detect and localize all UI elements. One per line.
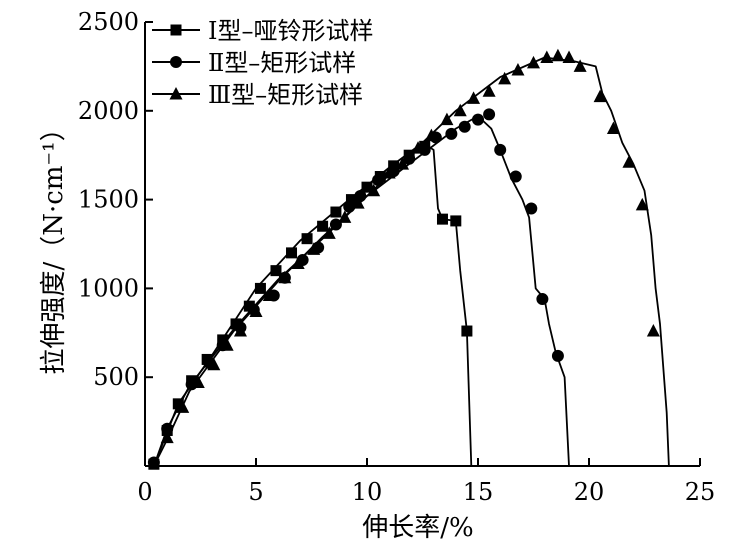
data-point-square	[317, 220, 329, 232]
data-point-triangle	[291, 256, 305, 270]
data-point-triangle	[646, 324, 660, 337]
data-point-triangle	[467, 91, 481, 104]
data-point-triangle	[367, 183, 381, 197]
data-point-circle	[472, 113, 484, 126]
x-tick-label: 20	[574, 478, 605, 506]
data-point-square	[254, 282, 266, 294]
data-point-triangle	[262, 288, 276, 302]
legend-label: Ⅱ型–矩形试样	[208, 49, 356, 77]
series-line	[153, 141, 473, 467]
legend-marker-square	[170, 24, 182, 36]
y-tick-label: 500	[93, 363, 139, 391]
data-point-square	[172, 398, 184, 410]
data-point-circle	[403, 152, 416, 165]
data-point-triangle	[396, 157, 410, 170]
data-point-triangle	[551, 48, 565, 62]
legend-label: Ⅰ型–哑铃形试样	[208, 17, 373, 45]
data-point-square	[270, 265, 282, 277]
x-tick-label: 5	[248, 478, 263, 506]
x-axis-title: 伸长率/%	[362, 513, 473, 543]
data-point-triangle	[249, 304, 263, 317]
data-point-circle	[525, 202, 538, 215]
data-point-triangle	[307, 242, 321, 255]
data-point-circle	[458, 120, 471, 133]
y-tick-label: 2000	[78, 97, 139, 125]
series-1	[148, 140, 473, 470]
data-point-square	[436, 213, 448, 225]
y-axis-title: 拉伸强度/（N·cm⁻¹）	[39, 115, 69, 374]
data-point-circle	[445, 127, 458, 140]
legend-entry-1: Ⅰ型–哑铃形试样	[152, 17, 373, 45]
x-tick-label: 15	[463, 478, 494, 506]
data-point-circle	[483, 108, 496, 121]
data-point-triangle	[453, 103, 467, 117]
series-layer	[147, 48, 670, 470]
data-point-triangle	[593, 89, 607, 103]
data-point-triangle	[176, 400, 190, 413]
data-point-triangle	[622, 155, 636, 168]
axes: 0 5 10 15 20 25 500 1000 1500 2000 2500	[78, 8, 715, 506]
data-point-triangle	[562, 50, 576, 64]
data-point-circle	[551, 349, 564, 362]
series-line	[153, 115, 570, 467]
legend-marker-triangle	[169, 87, 183, 100]
data-point-circle	[509, 170, 522, 183]
data-point-square	[286, 247, 298, 259]
data-point-triangle	[160, 430, 174, 444]
data-point-triangle	[540, 50, 554, 64]
x-tick-label: 10	[352, 478, 383, 506]
data-point-square	[330, 206, 342, 218]
data-point-triangle	[278, 270, 292, 284]
data-point-triangle	[207, 357, 221, 371]
y-tick-label: 1500	[78, 186, 139, 214]
data-point-triangle	[411, 141, 425, 154]
data-point-square	[461, 325, 473, 337]
data-point-triangle	[351, 196, 365, 209]
series-line	[153, 56, 670, 467]
data-point-triangle	[233, 324, 247, 337]
legend: Ⅰ型–哑铃形试样 Ⅱ型–矩形试样 Ⅲ型–矩形试样	[152, 17, 373, 109]
data-point-triangle	[440, 112, 454, 126]
data-point-triangle	[220, 338, 234, 351]
data-point-triangle	[606, 121, 620, 135]
series-2	[147, 108, 570, 469]
data-point-triangle	[191, 375, 205, 389]
x-tick-label: 0	[137, 478, 152, 506]
legend-marker-circle	[170, 56, 182, 68]
data-point-triangle	[482, 84, 496, 97]
y-tick-label: 1000	[78, 274, 139, 302]
data-point-circle	[536, 293, 549, 306]
data-point-triangle	[382, 165, 396, 179]
series-3	[153, 48, 670, 467]
legend-label: Ⅲ型–矩形试样	[208, 81, 363, 109]
data-point-square	[361, 181, 373, 193]
data-point-square	[345, 194, 357, 206]
data-point-triangle	[511, 62, 525, 76]
data-point-circle	[494, 143, 507, 156]
data-point-triangle	[527, 55, 540, 69]
data-point-triangle	[573, 59, 587, 72]
legend-entry-2: Ⅱ型–矩形试样	[152, 49, 356, 77]
data-point-square	[450, 215, 462, 227]
y-tick-label: 2500	[78, 8, 139, 36]
data-point-triangle	[322, 226, 336, 239]
legend-entry-3: Ⅲ型–矩形试样	[152, 81, 363, 109]
data-point-square	[301, 233, 313, 245]
data-point-triangle	[635, 197, 649, 211]
x-tick-label: 25	[685, 478, 716, 506]
data-point-triangle	[498, 71, 512, 85]
data-point-triangle	[338, 210, 352, 223]
data-point-triangle	[424, 128, 438, 142]
